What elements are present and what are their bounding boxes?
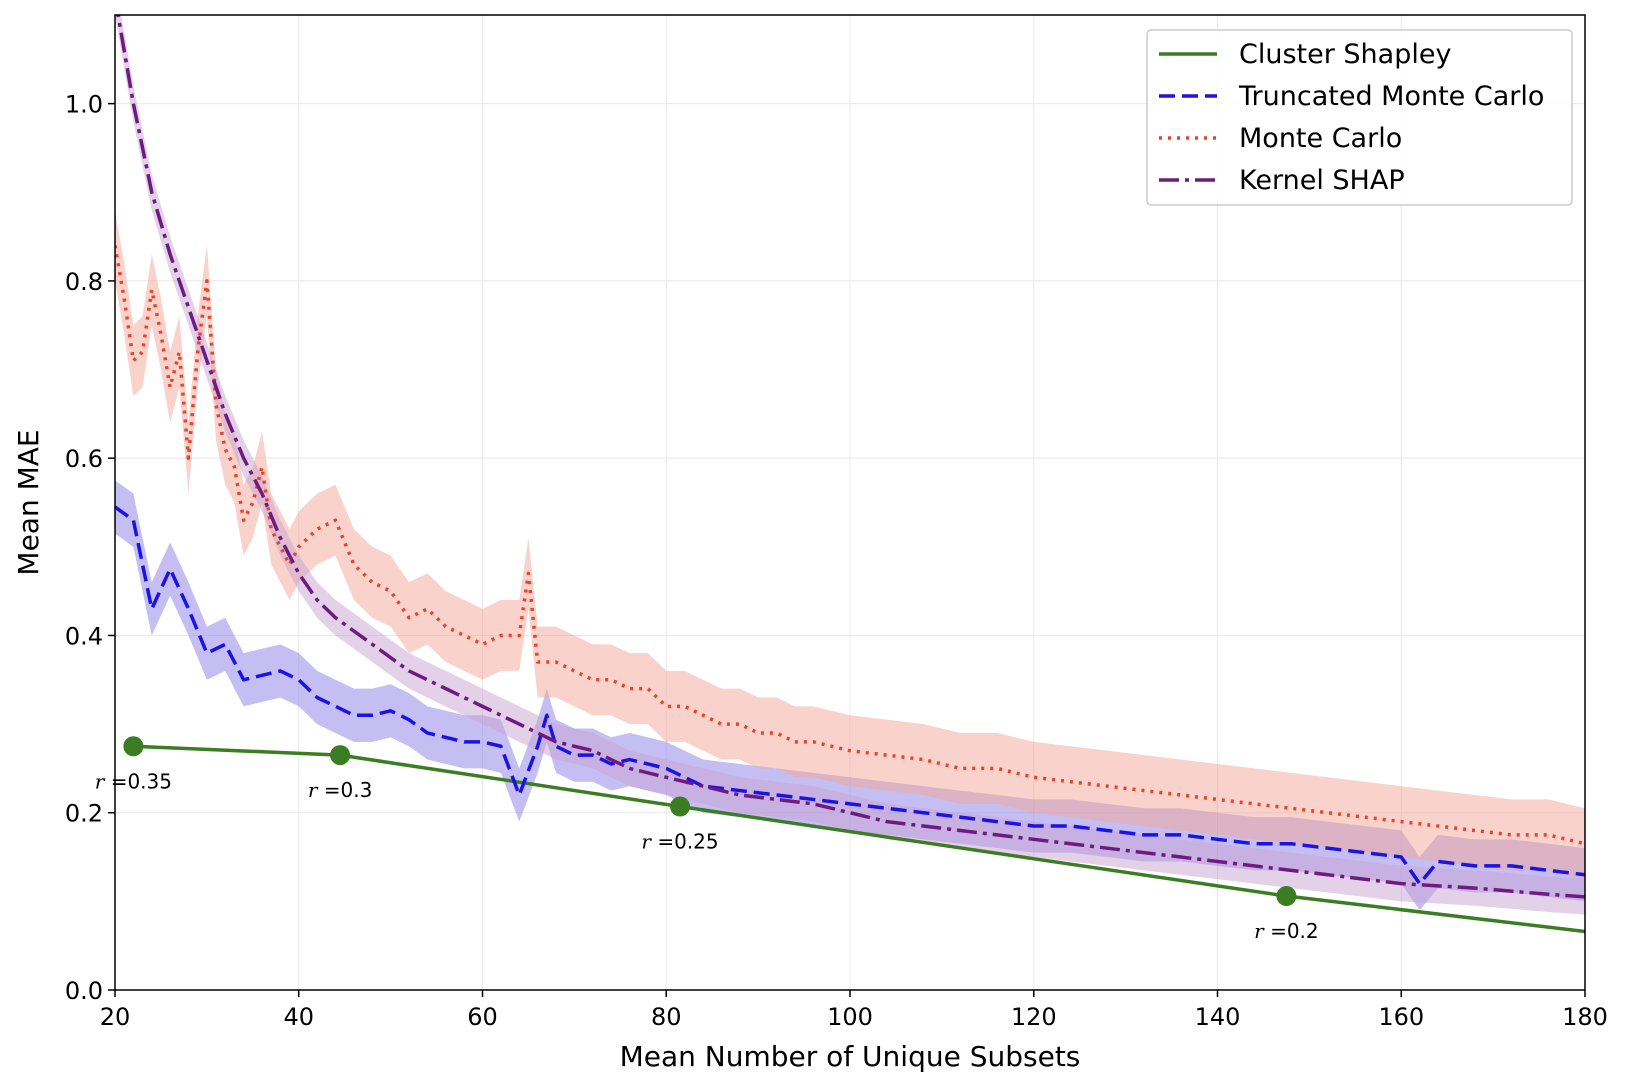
annotation-value: =0.2 [1270,919,1319,943]
annotation-r-symbol: r [308,778,324,802]
x-tick-label: 40 [283,1003,314,1031]
r-annotation: r =0.25 [641,830,718,854]
x-tick-label: 20 [100,1003,131,1031]
r-annotation: r =0.2 [1254,919,1319,943]
y-tick-label: 0.4 [65,622,103,650]
annotation-label: r =0.2 [1254,919,1319,943]
truncated-monte-carlo-line [115,505,1585,886]
y-tick-label: 0.8 [65,268,103,296]
annotation-value: =0.3 [324,778,373,802]
monte-carlo-band [115,210,1585,880]
r-annotation: r =0.35 [95,769,172,793]
tick-layer: 20 40 60 80 100 120 140 160 180 0.0 0.2 0.4 0.6 0.8 1.… [65,91,1608,1031]
x-axis-label: Mean Number of Unique Subsets [620,1040,1081,1073]
annotation-value: =0.35 [111,769,172,793]
band-layer [115,15,1585,915]
y-axis-label: Mean MAE [12,429,45,575]
legend: Cluster Shapley Truncated Monte Carlo Mont… [1146,29,1573,206]
annotation-layer: r =0.35 r =0.3r =0.25r =0.2 [95,769,1319,943]
cluster-shapley-marker [670,796,691,817]
legend-label-kernel-shap: Kernel SHAP [1239,165,1405,196]
x-tick-label: 120 [1011,1003,1057,1031]
y-tick-label: 0.0 [65,977,103,1005]
y-tick-label: 1.0 [65,91,103,119]
legend-label-truncated-monte-carlo: Truncated Monte Carlo [1238,81,1544,112]
x-tick-label: 140 [1195,1003,1241,1031]
r-annotation: r =0.3 [308,778,373,802]
annotation-r-symbol: r [641,830,657,854]
x-tick-label: 80 [651,1003,682,1031]
x-tick-label: 100 [827,1003,873,1031]
legend-label-monte-carlo: Monte Carlo [1239,123,1402,154]
x-tick-label: 60 [467,1003,498,1031]
monte-carlo-line [115,245,1585,846]
x-tick-label: 160 [1378,1003,1424,1031]
cluster-shapley-marker [123,736,144,757]
legend-box [1146,29,1573,206]
legend-label-cluster-shapley: Cluster Shapley [1239,39,1451,70]
kernel-shap-line [116,15,1585,899]
y-tick-label: 0.6 [65,445,103,473]
annotation-label: r =0.3 [308,778,373,802]
annotation-label: r =0.25 [641,830,718,854]
annotation-value: =0.25 [657,830,718,854]
y-tick-label: 0.2 [65,800,103,828]
annotation-label: r =0.35 [95,769,172,793]
annotation-r-symbol: r [1254,919,1270,943]
marker-layer [123,736,1297,907]
annotation-r-symbol: r [95,769,111,793]
cluster-shapley-marker [330,745,351,766]
x-tick-label: 180 [1562,1003,1608,1031]
kernel-shap-band [115,15,1585,915]
cluster-shapley-marker [1276,886,1297,907]
